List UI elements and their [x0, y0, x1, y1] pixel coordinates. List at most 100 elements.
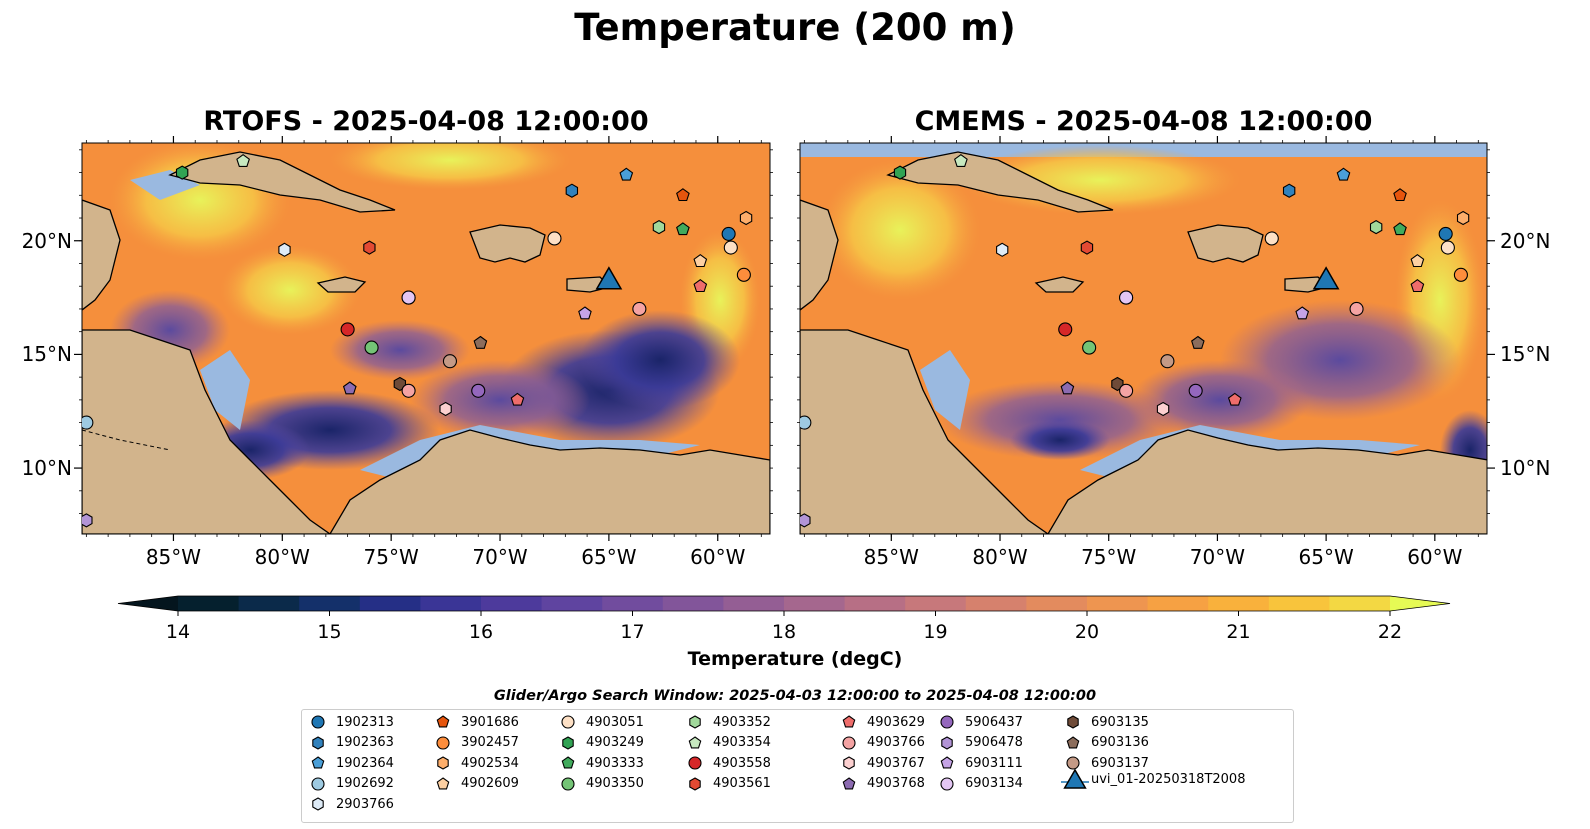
colorbar-tick-label: 14: [165, 621, 191, 643]
map-marker-4903766: [1349, 301, 1364, 316]
colorbar-extend-low: [118, 596, 178, 611]
y-tick-label: 10°N: [1500, 456, 1551, 481]
legend-item: 1902364: [310, 753, 394, 773]
legend-label: 6903135: [1091, 714, 1149, 730]
legend-marker: [689, 715, 701, 729]
legend-marker: [689, 776, 701, 791]
map-marker-4903558: [1058, 322, 1073, 337]
map-marker-extra-1: [401, 290, 416, 305]
legend-item: 1902363: [310, 733, 394, 753]
legend-item: 4903051: [560, 712, 644, 732]
map-marker-4903354: [954, 154, 968, 167]
legend-label: 4903333: [586, 755, 644, 771]
legend-marker-circle: [940, 715, 954, 729]
colorbar-segment: [1208, 596, 1270, 611]
map-marker-3902457: [1453, 267, 1468, 282]
legend-label: 4903350: [586, 776, 644, 791]
legend-marker-pentagon: [1066, 735, 1080, 748]
map-marker-1902363: [565, 183, 579, 198]
legend-label: 6903136: [1091, 735, 1149, 750]
legend-item: 4903249: [560, 733, 644, 753]
legend-label: 4903051: [586, 714, 644, 730]
legend-marker: [311, 756, 325, 769]
legend-marker: [843, 756, 855, 770]
map-marker-4903561: [363, 240, 376, 255]
colorbar-segment: [238, 596, 300, 611]
map-marker-4903629: [693, 279, 708, 293]
legend-item: 4902534: [435, 753, 519, 773]
legend-marker: [1066, 735, 1080, 748]
y-tick-label: 15°N: [21, 342, 72, 367]
legend-marker-pentagon: [940, 756, 954, 769]
y-tick-label: 20°N: [1500, 228, 1551, 253]
legend-item: uvi_01-20250318T2008: [1061, 768, 1245, 790]
legend-item: 6903137: [1065, 753, 1149, 773]
legend-label: 4903352: [713, 714, 771, 730]
map-marker-4903558: [340, 322, 355, 337]
legend-label: 4902534: [461, 755, 519, 771]
legend-marker-triangle: [1061, 768, 1089, 789]
x-tick-label: 65°W: [581, 545, 637, 569]
colorbar-tick-label: 20: [1074, 621, 1100, 643]
legend-label: 2903766: [336, 796, 394, 812]
legend-marker-circle: [1066, 756, 1080, 770]
y-tick-label: 20°N: [21, 228, 72, 253]
colorbar-tick-label: 15: [317, 621, 342, 643]
legend-marker-circle: [311, 715, 325, 729]
legend-marker: [436, 735, 450, 750]
colorbar-segment: [1026, 596, 1088, 611]
map-marker-4903051: [723, 240, 738, 255]
map-marker-5906437: [1188, 383, 1203, 398]
x-tick-label: 80°W: [972, 545, 1028, 569]
map-marker-4903333: [676, 222, 690, 236]
legend-marker: [561, 756, 575, 769]
map-marker-4903767: [1156, 401, 1170, 417]
legend: 1902313 1902363 1902364 1902692 2903766 39016…: [301, 709, 1294, 823]
legend-item: 6903135: [1065, 712, 1149, 732]
colorbar-segment: [481, 596, 543, 611]
colorbar-tick-labels: 14 15 16 17 18 19 20 21 22: [0, 621, 1590, 645]
map-marker-1902364: [619, 167, 634, 181]
legend-label: 4903767: [867, 755, 925, 771]
x-tick-label: 85°W: [145, 545, 202, 569]
legend-marker: [436, 715, 450, 728]
legend-marker-pentagon: [436, 715, 450, 728]
x-tick-label: 65°W: [1298, 545, 1354, 569]
legend-item: 5906437: [939, 712, 1023, 732]
legend-marker-pentagon: [436, 776, 450, 789]
y-tick-label: 15°N: [1500, 342, 1551, 367]
colorbar-label: Temperature (degC): [687, 648, 903, 670]
colorbar-segment: [1268, 596, 1330, 611]
legend-marker-hexagon: [312, 797, 324, 811]
map-marker-6903136: [1191, 335, 1205, 349]
map-marker-2903766: [996, 242, 1009, 257]
legend-label: 6903134: [965, 776, 1023, 791]
legend-item: 6903136: [1065, 733, 1149, 753]
map-marker-4903350: [1082, 340, 1097, 355]
legend-marker-circle: [561, 715, 575, 729]
colorbar-tick-label: 18: [771, 621, 797, 643]
legend-label: 3901686: [461, 714, 519, 730]
legend-marker: [561, 776, 575, 791]
figure-title: Temperature (200 m): [574, 6, 1016, 49]
colorbar-tick-label: 17: [620, 621, 645, 643]
legend-marker: [311, 715, 325, 729]
legend-item: 4903558: [687, 753, 771, 773]
legend-marker: [940, 715, 954, 729]
legend-marker-hexagon: [312, 735, 324, 750]
map-marker-extra-2: [1227, 392, 1242, 406]
legend-marker: [941, 735, 953, 750]
map-marker-4903766: [632, 301, 647, 316]
map-marker-4903629: [1410, 279, 1425, 293]
map-marker-extra-0: [1119, 383, 1134, 398]
map-marker-4902534: [1456, 210, 1470, 226]
x-tick-label: 70°W: [472, 545, 528, 569]
panel-title-cmems: CMEMS - 2025-04-08 12:00:00: [914, 106, 1373, 137]
colorbar-segment: [178, 596, 240, 611]
legend-item: 3901686: [435, 712, 519, 732]
legend-marker: [1063, 768, 1087, 789]
legend-marker: [311, 776, 325, 791]
colorbar-segment: [1329, 596, 1391, 611]
map-marker-4903333: [1393, 222, 1407, 236]
x-tick-label: 60°W: [1407, 545, 1463, 569]
